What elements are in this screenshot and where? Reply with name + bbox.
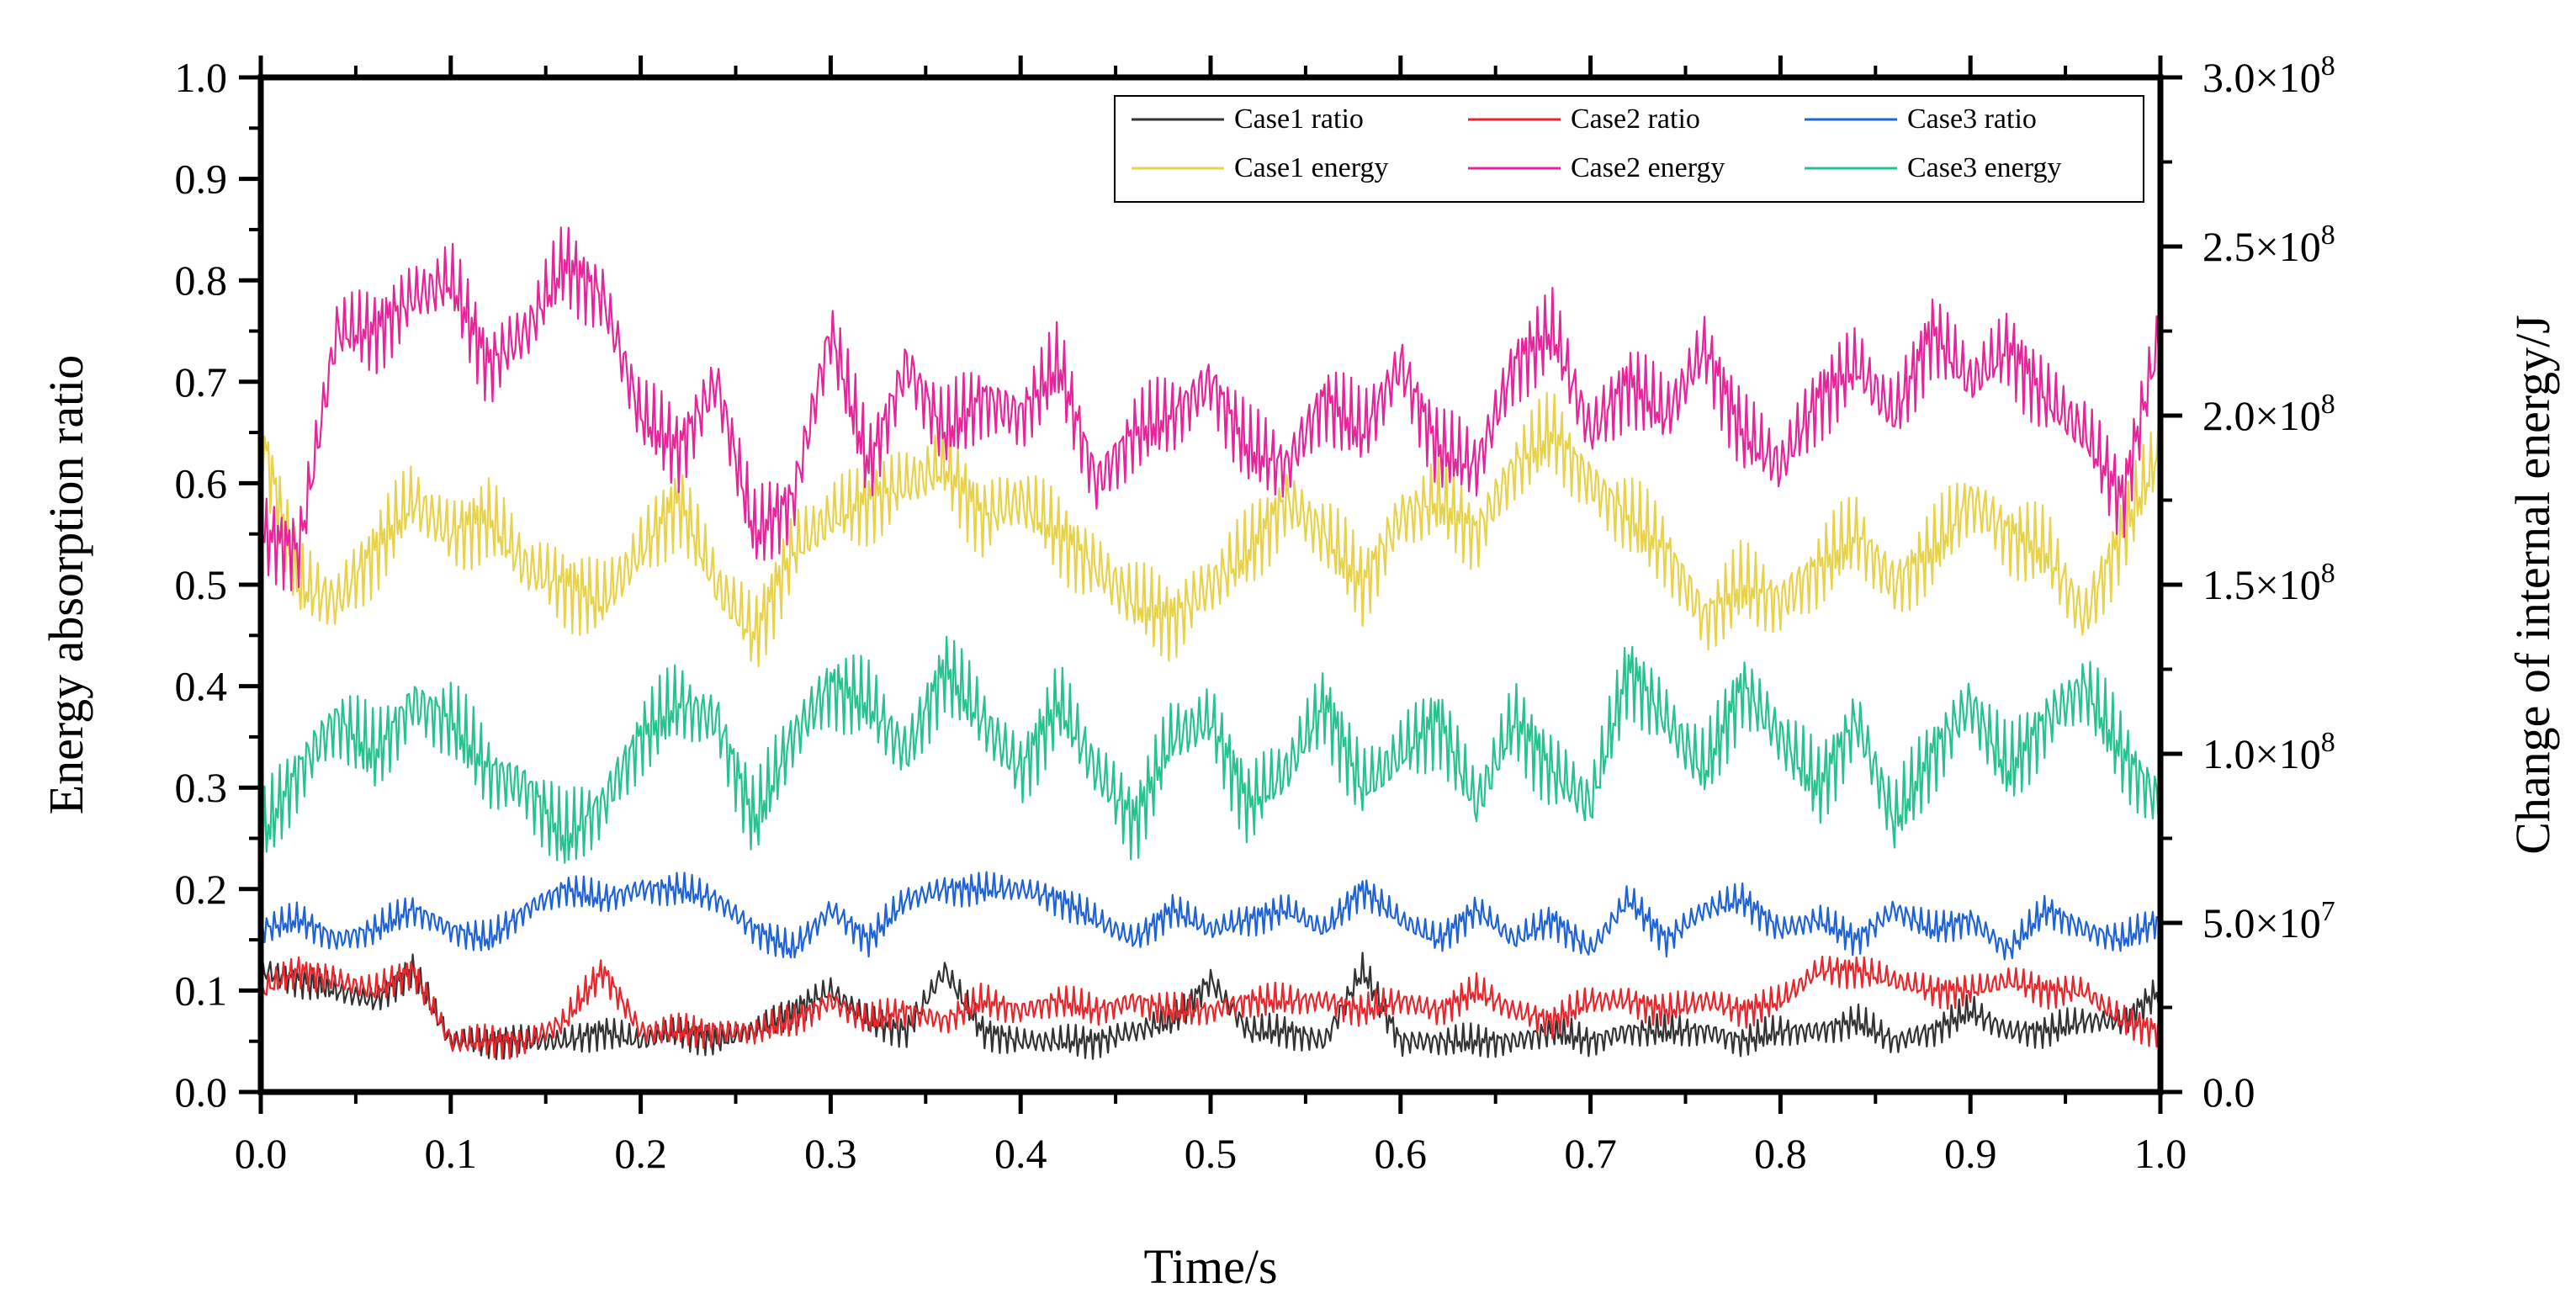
- x-tick-label: 0.3: [804, 1130, 857, 1177]
- x-tick-label: 0.2: [614, 1130, 667, 1177]
- legend-label: Case1 energy: [1234, 152, 1388, 183]
- x-tick-label: 0.9: [1944, 1130, 1997, 1177]
- y2-tick-label: 1.5×108: [2202, 558, 2335, 608]
- y2-tick-label: 3.0×108: [2202, 50, 2335, 101]
- series-line-case2-energy: [259, 226, 2162, 591]
- series-line-case1-energy: [259, 391, 2162, 668]
- x-tick-label: 0.8: [1754, 1130, 1807, 1177]
- y2-tick-label: 1.0×108: [2202, 727, 2335, 777]
- y-tick-label: 0.3: [175, 764, 228, 811]
- x-tick-label: 0.0: [235, 1130, 288, 1177]
- y-tick-label: 0.0: [175, 1068, 228, 1116]
- ticks-layer: [239, 56, 2182, 1114]
- y-tick-label: 0.6: [175, 459, 228, 506]
- series-line-case2-ratio: [259, 956, 2162, 1060]
- y-tick-label: 0.4: [175, 663, 228, 710]
- x-tick-label: 1.0: [2134, 1130, 2187, 1177]
- legend-label: Case2 ratio: [1571, 103, 1700, 135]
- series-layer: [259, 226, 2162, 1061]
- y2-axis-title: Change of internal energy/J: [2505, 315, 2560, 855]
- legend-label: Case3 energy: [1907, 152, 2061, 183]
- x-tick-label: 0.5: [1185, 1130, 1238, 1177]
- x-tick-label: 0.1: [425, 1130, 478, 1177]
- series-line-case3-ratio: [260, 871, 2161, 961]
- x-tick-label: 0.4: [994, 1130, 1047, 1177]
- labels-layer: 0.0 0.1 0.2 0.3 0.4 0.5 0.6 0.7 0.8 0.9 1.0 0.0 0.1 0…: [175, 50, 2335, 1177]
- y2-tick-label: 0.0: [2202, 1068, 2255, 1116]
- y-tick-label: 1.0: [175, 54, 228, 101]
- y-tick-label: 0.5: [175, 561, 228, 608]
- y-tick-label: 0.2: [175, 866, 228, 913]
- legend: Case1 ratio Case2 ratio Case3 ratio Case1 e…: [1114, 95, 2144, 203]
- y2-tick-label: 5.0×107: [2202, 896, 2335, 946]
- y2-tick-label: 2.5×108: [2202, 220, 2335, 270]
- x-tick-label: 0.7: [1564, 1130, 1617, 1177]
- series-line-case3-energy: [259, 635, 2162, 864]
- legend-label: Case1 ratio: [1234, 103, 1364, 135]
- legend-label: Case3 ratio: [1907, 103, 2037, 135]
- y2-tick-label: 2.0×108: [2202, 389, 2335, 439]
- x-axis-title: Time/s: [1143, 1239, 1277, 1294]
- y-tick-label: 0.7: [175, 358, 228, 406]
- series-line-case1-ratio: [259, 951, 2162, 1061]
- legend-label: Case2 energy: [1571, 152, 1725, 183]
- y-tick-label: 0.1: [175, 967, 228, 1014]
- legend-box: [1114, 95, 2144, 203]
- y-tick-label: 0.8: [175, 257, 228, 304]
- y-tick-label: 0.9: [175, 156, 228, 203]
- x-tick-label: 0.6: [1375, 1130, 1428, 1177]
- y-axis-title: Energy absorption ratio: [39, 355, 93, 815]
